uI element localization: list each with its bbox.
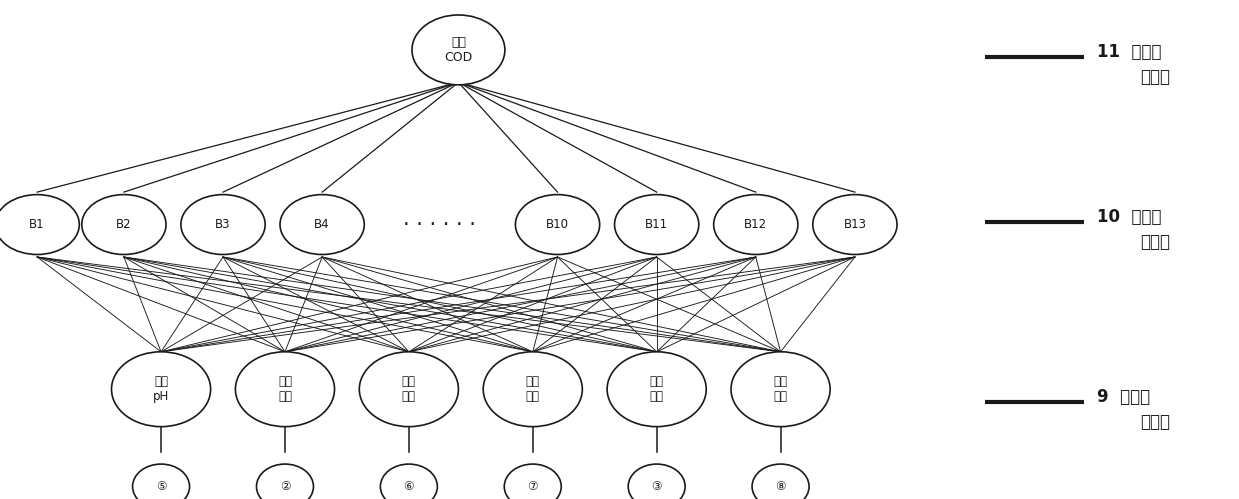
Text: 进水
电导: 进水 电导 [278, 375, 292, 403]
Ellipse shape [112, 352, 211, 427]
Text: ⑦: ⑦ [528, 480, 538, 493]
Text: 进水
氨氮: 进水 氨氮 [649, 375, 664, 403]
Text: B13: B13 [844, 218, 866, 231]
Ellipse shape [411, 15, 506, 85]
Text: 11  输出层: 11 输出层 [1097, 43, 1161, 61]
Text: 出水
浊度: 出水 浊度 [525, 375, 540, 403]
Text: 9  输入层: 9 输入层 [1097, 388, 1150, 406]
Ellipse shape [615, 195, 699, 254]
Text: ⑤: ⑤ [156, 480, 166, 493]
Ellipse shape [752, 464, 809, 499]
Text: ⑥: ⑥ [404, 480, 414, 493]
Ellipse shape [628, 464, 685, 499]
Ellipse shape [82, 195, 166, 254]
Ellipse shape [504, 464, 561, 499]
Text: · · · · · ·: · · · · · · [404, 215, 476, 235]
Text: B2: B2 [116, 218, 131, 231]
Ellipse shape [359, 352, 458, 427]
Ellipse shape [380, 464, 437, 499]
Ellipse shape [731, 352, 830, 427]
Ellipse shape [714, 195, 798, 254]
Text: B4: B4 [315, 218, 330, 231]
Text: 神经元: 神经元 [1140, 68, 1170, 86]
Text: B12: B12 [745, 218, 767, 231]
Ellipse shape [235, 352, 335, 427]
Text: ②: ② [280, 480, 290, 493]
Text: 出水
pH: 出水 pH [152, 375, 170, 403]
Ellipse shape [813, 195, 897, 254]
Text: 10  隐藏层: 10 隐藏层 [1097, 208, 1161, 226]
Text: ③: ③ [652, 480, 662, 493]
Ellipse shape [181, 195, 265, 254]
Text: 出水
电导: 出水 电导 [401, 375, 416, 403]
Ellipse shape [280, 195, 364, 254]
Text: ⑧: ⑧ [776, 480, 786, 493]
Text: B10: B10 [546, 218, 569, 231]
Ellipse shape [515, 195, 600, 254]
Text: B3: B3 [216, 218, 230, 231]
Text: 出水
COD: 出水 COD [445, 36, 472, 64]
Text: B1: B1 [30, 218, 45, 231]
Ellipse shape [483, 352, 582, 427]
Text: 神经元: 神经元 [1140, 233, 1170, 251]
Ellipse shape [133, 464, 190, 499]
Ellipse shape [0, 195, 79, 254]
Ellipse shape [256, 464, 313, 499]
Text: 神经元: 神经元 [1140, 413, 1170, 431]
Text: 出水
氨氮: 出水 氨氮 [773, 375, 788, 403]
Ellipse shape [607, 352, 706, 427]
Text: B11: B11 [646, 218, 668, 231]
